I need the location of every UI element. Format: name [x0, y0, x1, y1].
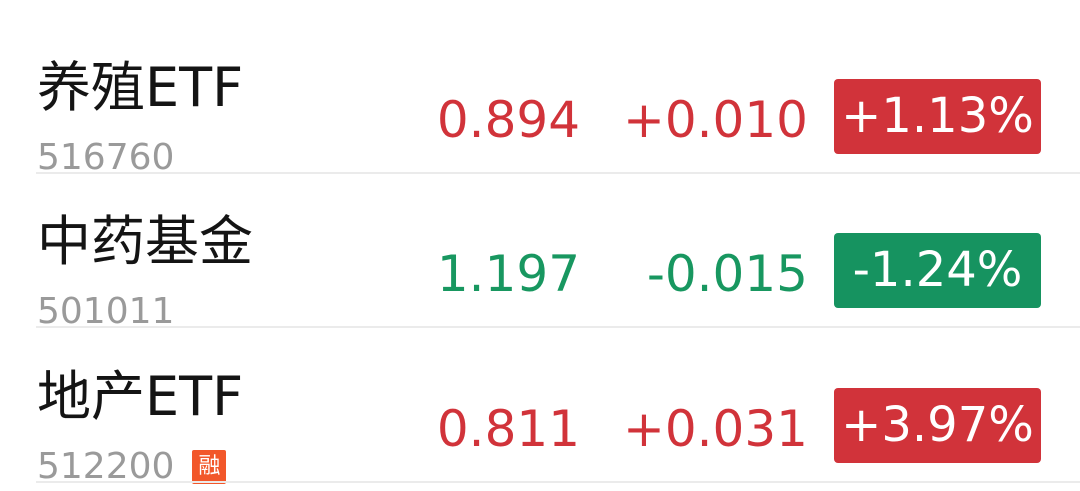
fund-code-group: 501011 — [37, 290, 174, 334]
fund-row-zhongyao-fund[interactable]: 中药基金 501011 1.197 -0.015 -1.24% — [0, 174, 1080, 332]
row-divider — [36, 326, 1080, 328]
row-divider — [36, 172, 1080, 174]
fund-change-pct-badge: -1.24% — [834, 233, 1041, 308]
fund-code-group: 516760 — [37, 136, 174, 180]
fund-row-dichan-etf[interactable]: 地产ETF 512200 融 0.811 +0.031 +3.97% — [0, 329, 1080, 487]
fund-change-pct-badge: +3.97% — [834, 388, 1041, 463]
fund-price: 1.197 — [436, 245, 580, 303]
fund-code: 501011 — [37, 291, 175, 332]
fund-price: 0.811 — [436, 400, 580, 458]
fund-name: 地产ETF — [37, 365, 244, 428]
fund-code: 512200 — [37, 446, 175, 487]
fund-code: 516760 — [37, 137, 175, 178]
margin-trading-tag: 融 — [192, 450, 227, 484]
fund-code-group: 512200 融 — [37, 445, 227, 489]
fund-change: -0.015 — [646, 245, 808, 303]
fund-price: 0.894 — [436, 91, 580, 149]
fund-change-pct-badge: +1.13% — [834, 79, 1041, 154]
fund-name: 中药基金 — [37, 210, 253, 273]
fund-name: 养殖ETF — [37, 56, 244, 119]
fund-change: +0.010 — [622, 91, 808, 149]
row-divider — [36, 481, 1080, 483]
fund-row-yangzhi-etf[interactable]: 养殖ETF 516760 0.894 +0.010 +1.13% — [0, 20, 1080, 178]
fund-change: +0.031 — [622, 400, 808, 458]
